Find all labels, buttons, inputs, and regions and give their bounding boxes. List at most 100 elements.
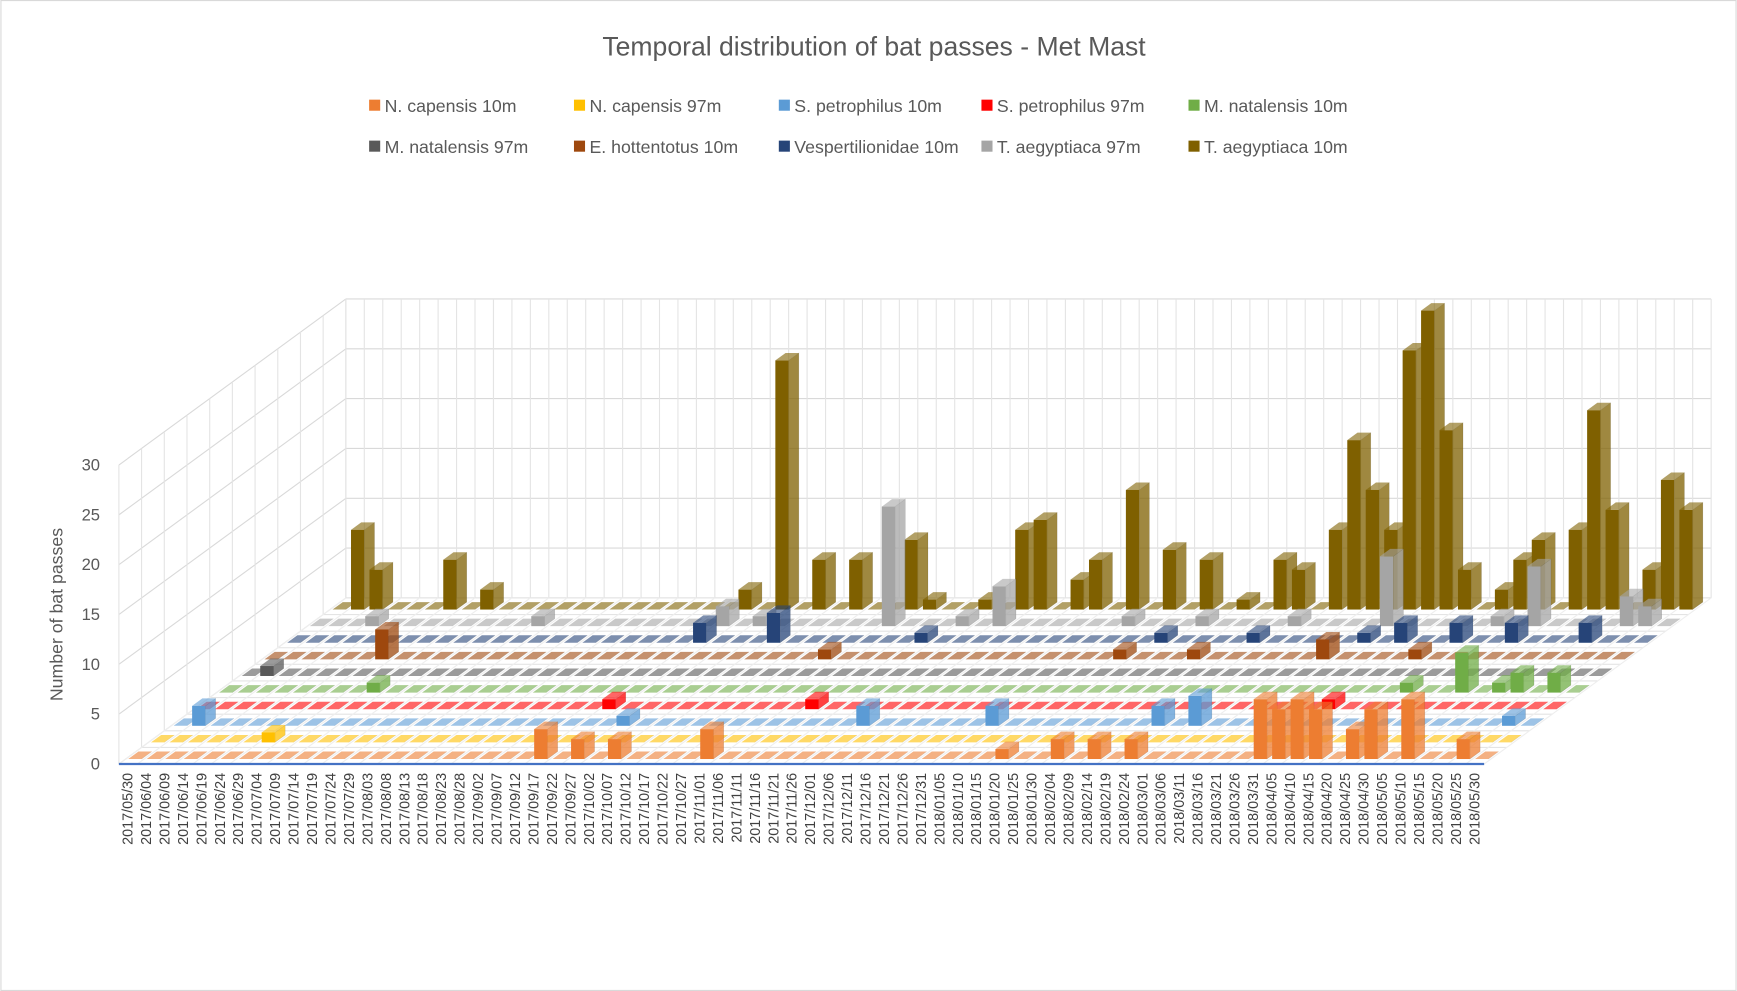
bar-top [961,668,985,676]
bar-top [504,651,528,660]
bar [192,705,206,726]
bar-top [237,685,262,693]
x-tick-label: 2017/11/21 [766,773,782,844]
bar-top [634,718,659,726]
bar-top [508,635,533,643]
bar-top [712,701,737,710]
bar-top [666,668,690,676]
bar-side [456,551,468,611]
bar [1408,649,1422,660]
bar-top [1446,718,1471,726]
bar-top [1172,635,1197,643]
bar-top [822,635,846,643]
bar-top [409,734,433,743]
bar [261,732,275,743]
bar-side [1392,548,1404,627]
floor-line [358,597,587,765]
bar-top [930,718,954,726]
bar-top [610,668,635,676]
bar-top [813,668,838,676]
bar-top [1030,685,1055,693]
bar-top [1660,472,1685,480]
bar-top [206,734,230,743]
bar-top [900,618,924,627]
bar-top [307,701,331,710]
x-tick-label: 2018/03/21 [1209,773,1225,845]
bar-top [1412,635,1437,643]
bar-top [1421,303,1445,311]
x-tick-label: 2017/06/14 [176,773,192,845]
bar-top [1033,512,1058,520]
bar-top [545,635,569,643]
bar-top [453,635,477,643]
bar-top [500,668,524,676]
bar-top [1070,572,1095,580]
x-tick-label: 2018/03/06 [1154,773,1170,845]
bar-top [417,701,442,710]
bar-top [605,618,629,627]
bar-top [1223,651,1248,660]
bar-top [663,751,687,760]
grid [118,298,1712,766]
bar-top [1365,482,1390,490]
bar-top [431,718,456,726]
bar-top [1457,562,1482,570]
bar-top [1012,685,1036,693]
bar-top [427,734,452,743]
bar-top [261,724,286,733]
bar-top [265,718,290,726]
bar-top [863,618,887,627]
bar-top [546,701,571,710]
bar-top [1047,618,1072,627]
x-tick-label: 2018/01/25 [1006,773,1022,845]
bar-top [1253,691,1278,700]
x-tick-label: 2018/05/20 [1430,773,1446,845]
bar [1527,566,1541,627]
bar-top [1123,685,1147,693]
bar-top [1106,751,1130,760]
y-tick-label: 0 [91,755,100,774]
bar-top [365,608,389,617]
bar-top [1527,558,1552,567]
bar-top [1326,685,1350,693]
bar-top [1418,685,1442,693]
bar-top [477,685,501,693]
bar-side [1046,511,1058,611]
bar-top [405,751,429,760]
bar-top [874,718,899,726]
bar-top [1124,731,1149,740]
bar-top [1032,751,1056,760]
bar [1088,559,1103,610]
bar-top [573,668,598,676]
bar-top [897,701,921,710]
bar-top [772,685,797,693]
bar-top [754,685,778,693]
bar [534,729,548,760]
floor-line [727,597,956,765]
bar-top [1506,701,1530,710]
bar-top [694,701,719,710]
bar-top [676,701,700,710]
bar-top [768,701,792,710]
bar-top [893,718,917,726]
bar-top [1401,691,1425,700]
bar-top [684,668,709,676]
bar [1399,682,1414,693]
bar-top [903,751,927,760]
bar-top [416,635,440,643]
bar [531,616,545,627]
floor-line [653,597,882,765]
bar-top [368,751,392,760]
legend-swatch [369,99,381,111]
bar-top [464,734,489,743]
x-tick-label: 2017/10/02 [582,773,598,845]
bar-top [1555,651,1580,660]
bar-top [1225,718,1249,726]
bar-top [311,685,335,693]
y-tick-label: 20 [82,555,100,574]
x-tick-label: 2018/02/14 [1080,773,1096,845]
bar [1347,440,1361,610]
bar-top [321,718,345,726]
bar-top [607,731,632,740]
